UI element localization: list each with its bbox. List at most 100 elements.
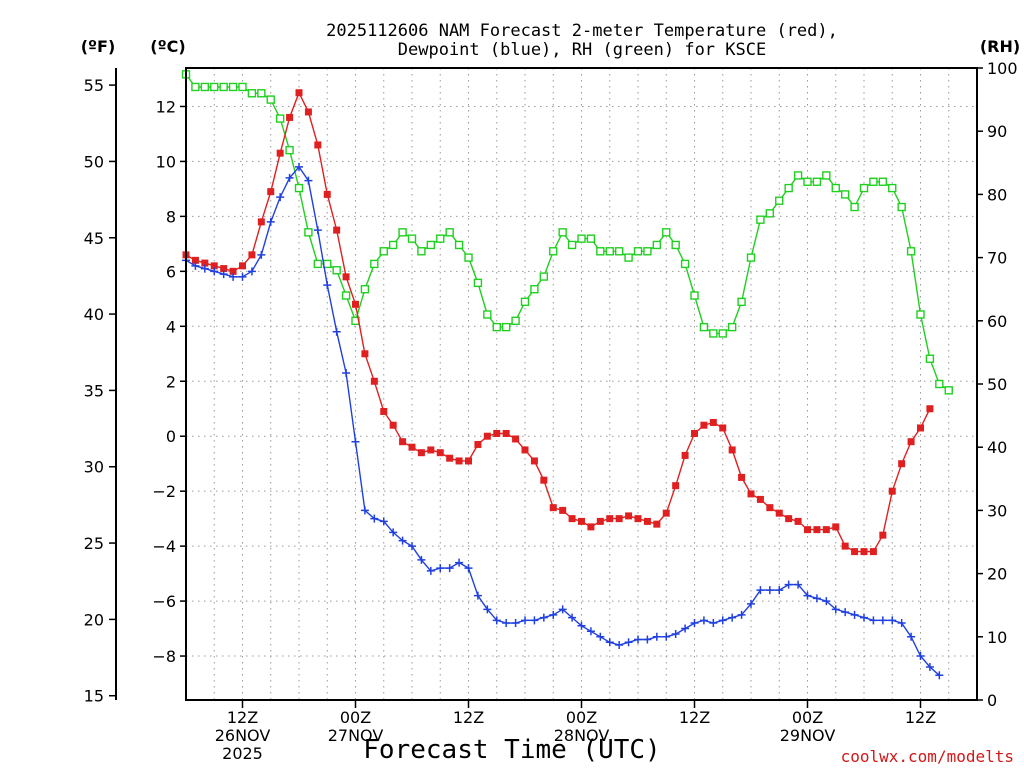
dewpoint-point xyxy=(747,599,755,608)
temperature-point xyxy=(578,517,585,525)
temperature-point xyxy=(493,429,501,437)
dewpoint-point xyxy=(229,272,238,281)
rh-point xyxy=(266,95,275,104)
rh-point xyxy=(341,291,351,300)
x-tick-label: 00Z xyxy=(340,708,371,727)
temperature-point xyxy=(860,548,868,556)
rh-tick-label: 0 xyxy=(987,691,997,710)
fahrenheit-tick-label: 30 xyxy=(84,458,104,477)
rh-point xyxy=(737,297,746,307)
credit-text: coolwx.com/modelts xyxy=(841,747,1014,766)
temperature-point xyxy=(361,350,369,358)
rh-tick-label: 30 xyxy=(987,501,1007,520)
temperature-point xyxy=(879,531,887,539)
dewpoint-point xyxy=(568,613,577,622)
rh-point xyxy=(727,322,737,332)
temperature-point xyxy=(596,517,604,525)
temperature-point xyxy=(672,482,680,490)
rh-point xyxy=(944,386,953,395)
temperature-point xyxy=(549,504,557,512)
temperature-point xyxy=(191,256,199,264)
temperature-point xyxy=(917,424,924,432)
dewpoint-point xyxy=(935,671,944,680)
rh-point xyxy=(831,183,840,193)
dewpoint-point xyxy=(323,281,332,290)
rh-point xyxy=(586,234,596,243)
temperature-point xyxy=(728,446,736,454)
dewpoint-point xyxy=(370,514,379,523)
fahrenheit-tick-label: 40 xyxy=(84,305,104,324)
rh-point xyxy=(633,247,643,256)
dewpoint-point xyxy=(398,536,407,545)
dewpoint-point xyxy=(577,621,586,630)
temperature-point xyxy=(210,262,218,270)
rh-point xyxy=(803,177,812,186)
rh-point xyxy=(690,291,699,300)
rh-point xyxy=(191,82,200,92)
rh-point xyxy=(775,196,784,205)
rh-point xyxy=(257,89,266,98)
rh-point xyxy=(360,285,370,294)
grid-lines xyxy=(186,68,977,700)
dewpoint-point xyxy=(257,250,266,259)
rh-point xyxy=(219,82,228,92)
chart-title-line-2: Dewpoint (blue), RH (green) for KSCE xyxy=(398,40,766,60)
dewpoint-point xyxy=(897,619,906,628)
dewpoint-point xyxy=(436,564,445,573)
dewpoint-point xyxy=(313,226,322,235)
temperature-point xyxy=(785,515,793,523)
temperature-point xyxy=(653,520,661,528)
rh-point xyxy=(746,253,756,262)
dewpoint-point xyxy=(530,616,539,625)
dewpoint-point xyxy=(812,594,821,603)
dewpoint-point xyxy=(860,613,868,622)
dewpoint-point xyxy=(718,616,727,625)
fahrenheit-unit-label: (ºF) xyxy=(81,37,116,56)
temperature-point xyxy=(832,523,840,531)
temperature-point xyxy=(229,267,237,275)
dewpoint-point xyxy=(615,641,624,650)
temperature-point xyxy=(389,421,397,429)
rh-point xyxy=(436,234,445,243)
rh-point xyxy=(210,82,219,92)
dewpoint-point xyxy=(445,564,454,573)
temperature-point xyxy=(417,449,425,457)
temperature-series xyxy=(182,89,934,556)
dewpoint-point xyxy=(699,616,708,625)
dewpoint-point xyxy=(539,613,548,622)
rh-unit-label: (RH) xyxy=(980,37,1020,56)
rh-point xyxy=(388,240,398,250)
rh-point xyxy=(370,259,379,269)
rh-point xyxy=(520,297,530,307)
dewpoint-point xyxy=(596,632,605,641)
dewpoint-point xyxy=(907,632,916,641)
dewpoint-point xyxy=(238,272,247,281)
rh-point xyxy=(200,82,210,92)
celsius-tick-label: 10 xyxy=(156,152,176,171)
temperature-point xyxy=(738,473,746,481)
temperature-point xyxy=(380,407,388,415)
fahrenheit-tick-label: 35 xyxy=(84,381,104,400)
dewpoint-point xyxy=(728,613,737,622)
temperature-point xyxy=(323,190,331,198)
dewpoint-point xyxy=(765,586,774,595)
x-tick-label: 26NOV xyxy=(215,726,271,745)
temperature-point xyxy=(634,515,642,523)
rh-point xyxy=(596,247,605,256)
rh-point xyxy=(511,316,520,325)
dewpoint-point xyxy=(455,558,464,567)
x-tick-label: 27NOV xyxy=(328,726,384,745)
temperature-point xyxy=(465,457,472,465)
rh-tick-label: 70 xyxy=(987,249,1007,268)
rh-tick-label: 80 xyxy=(987,185,1007,204)
rh-point xyxy=(492,322,501,332)
temperature-point xyxy=(794,517,802,525)
temperature-point xyxy=(521,446,529,454)
temperature-point xyxy=(276,149,284,157)
temperature-point xyxy=(898,460,906,468)
rh-point xyxy=(680,259,690,269)
temperature-point xyxy=(248,251,256,259)
temperature-point xyxy=(427,446,435,454)
rh-point xyxy=(859,183,869,193)
temperature-point xyxy=(257,218,265,226)
